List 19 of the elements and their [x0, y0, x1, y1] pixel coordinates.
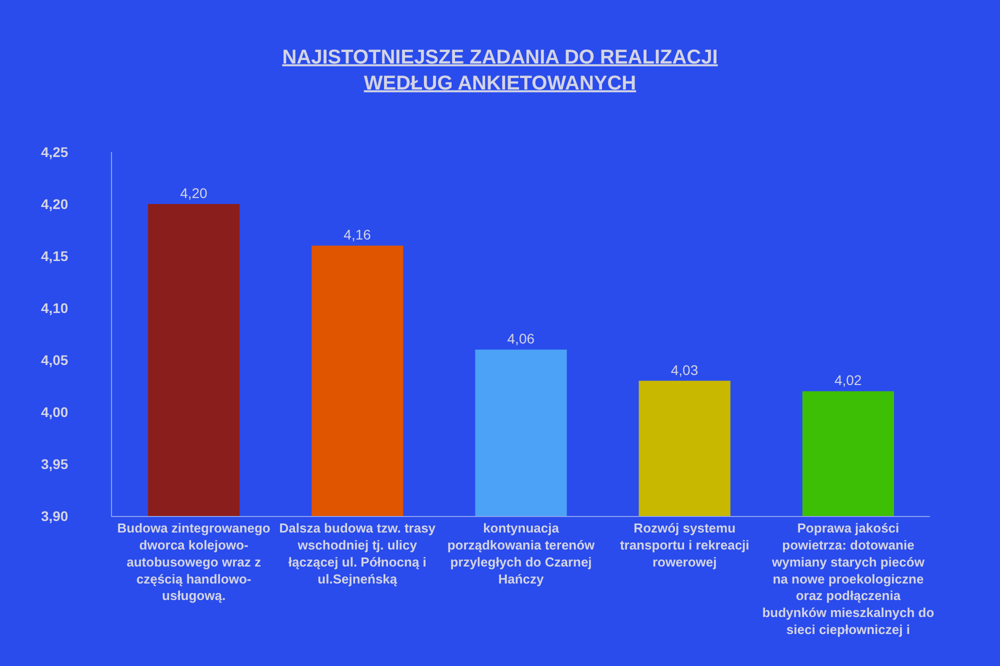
chart-title: NAJISTOTNIEJSZE ZADANIA DO REALIZACJI WEDŁUG ANKIETOWANYCH: [282, 46, 718, 94]
y-tick-label: 4,00: [40, 404, 68, 420]
y-tick-label: 4,05: [40, 352, 68, 368]
y-tick-label: 4,20: [40, 196, 68, 212]
x-tick-label: Rozwój systemu transportu i rekreacji rowerowej: [620, 520, 750, 570]
x-tick-label: Budowa zintegrowanego dworca kolejowo-autobusowego wraz z częścią handlowo-usługową.: [117, 520, 270, 604]
y-tick-label: 4,15: [40, 248, 68, 264]
y-tick-label: 4,10: [40, 300, 68, 316]
x-tick-label: Dalsza budowa tzw. trasy wschodniej tj. ulicy łączącej ul. Północną i ul.Sejneńską: [279, 520, 436, 586]
x-tick-label: kontynuacja porządkowania terenów przyległych do Czarnej Hańczy: [447, 520, 596, 586]
data-label: 4,06: [507, 330, 535, 347]
y-tick-label: 4,25: [40, 144, 68, 160]
data-label: 4,16: [344, 226, 372, 243]
data-label: 4,20: [180, 185, 208, 201]
data-label: 4,02: [834, 372, 862, 388]
y-tick-label: 3,90: [40, 508, 68, 524]
y-tick-label: 3,95: [40, 456, 68, 472]
x-tick-label: Poprawa jakości powietrza: dotowanie wymiany starych pieców na nowe proekologiczne oraz podłączenia budynków mieszkalnych do sieci ciepłowniczej i: [762, 520, 934, 637]
data-label: 4,03: [670, 362, 698, 378]
